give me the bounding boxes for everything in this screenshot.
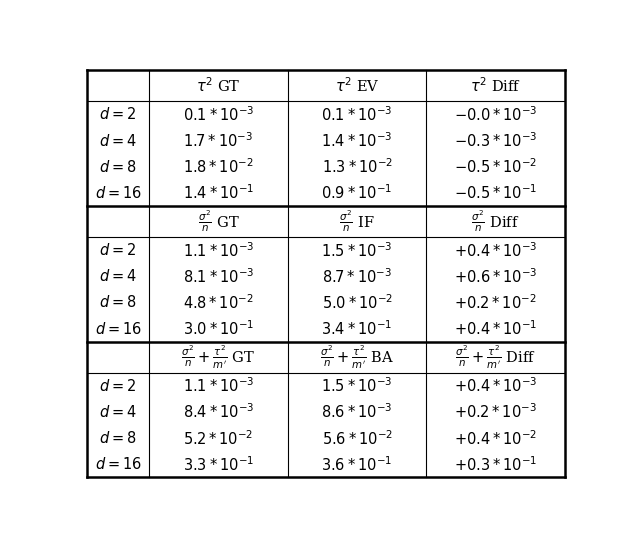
Text: $5.2*10^{-2}$: $5.2*10^{-2}$ [183,429,254,448]
Text: $d=2$: $d=2$ [99,378,137,394]
Text: $\frac{\sigma^2}{n}$ Diff: $\frac{\sigma^2}{n}$ Diff [471,209,520,234]
Text: $8.6*10^{-3}$: $8.6*10^{-3}$ [321,403,392,422]
Text: $-0.5*10^{-1}$: $-0.5*10^{-1}$ [454,183,537,202]
Text: $d=4$: $d=4$ [99,133,137,149]
Text: $1.7*10^{-3}$: $1.7*10^{-3}$ [183,131,253,150]
Text: $d=16$: $d=16$ [95,456,141,472]
Text: $+0.4*10^{-2}$: $+0.4*10^{-2}$ [454,429,537,448]
Text: $5.6*10^{-2}$: $5.6*10^{-2}$ [322,429,392,448]
Text: $1.1*10^{-3}$: $1.1*10^{-3}$ [183,241,254,260]
Text: $d=2$: $d=2$ [99,106,137,122]
Text: $d=4$: $d=4$ [99,404,137,420]
Text: $1.1*10^{-3}$: $1.1*10^{-3}$ [183,377,254,395]
Text: $d=8$: $d=8$ [99,159,137,175]
Text: $d=8$: $d=8$ [99,294,137,311]
Text: $+0.6*10^{-3}$: $+0.6*10^{-3}$ [454,267,537,286]
Text: $d=8$: $d=8$ [99,430,137,446]
Text: $1.4*10^{-1}$: $1.4*10^{-1}$ [183,183,254,202]
Text: $\frac{\sigma^2}{n}+\frac{\tau^2}{m'}$ GT: $\frac{\sigma^2}{n}+\frac{\tau^2}{m'}$ G… [181,344,256,371]
Text: $4.8*10^{-2}$: $4.8*10^{-2}$ [183,293,254,312]
Text: $d=4$: $d=4$ [99,268,137,285]
Text: $\frac{\sigma^2}{n}$ GT: $\frac{\sigma^2}{n}$ GT [198,209,239,234]
Text: $\tau^2$ EV: $\tau^2$ EV [335,76,379,95]
Text: $\frac{\sigma^2}{n}+\frac{\tau^2}{m'}$ Diff: $\frac{\sigma^2}{n}+\frac{\tau^2}{m'}$ D… [455,344,536,371]
Text: $5.0*10^{-2}$: $5.0*10^{-2}$ [322,293,392,312]
Text: $d=2$: $d=2$ [99,242,137,258]
Text: $\tau^2$ Diff: $\tau^2$ Diff [470,76,522,95]
Text: $\frac{\sigma^2}{n}+\frac{\tau^2}{m'}$ BA: $\frac{\sigma^2}{n}+\frac{\tau^2}{m'}$ B… [320,344,394,371]
Text: $1.5*10^{-3}$: $1.5*10^{-3}$ [321,241,392,260]
Text: $8.7*10^{-3}$: $8.7*10^{-3}$ [322,267,392,286]
Text: $-0.5*10^{-2}$: $-0.5*10^{-2}$ [454,157,537,176]
Text: $+0.2*10^{-3}$: $+0.2*10^{-3}$ [454,403,537,422]
Text: $1.8*10^{-2}$: $1.8*10^{-2}$ [183,157,254,176]
Text: $0.1*10^{-3}$: $0.1*10^{-3}$ [321,105,392,124]
Text: $+0.4*10^{-3}$: $+0.4*10^{-3}$ [454,241,537,260]
Text: $\tau^2$ GT: $\tau^2$ GT [196,76,240,95]
Text: $8.4*10^{-3}$: $8.4*10^{-3}$ [183,403,254,422]
Text: $8.1*10^{-3}$: $8.1*10^{-3}$ [183,267,254,286]
Text: $0.1*10^{-3}$: $0.1*10^{-3}$ [183,105,254,124]
Text: $+0.4*10^{-1}$: $+0.4*10^{-1}$ [454,319,537,338]
Text: $\frac{\sigma^2}{n}$ IF: $\frac{\sigma^2}{n}$ IF [339,209,375,234]
Text: $d=16$: $d=16$ [95,185,141,201]
Text: $+0.2*10^{-2}$: $+0.2*10^{-2}$ [455,293,537,312]
Text: $+0.4*10^{-3}$: $+0.4*10^{-3}$ [454,377,537,395]
Text: $3.0*10^{-1}$: $3.0*10^{-1}$ [183,319,254,338]
Text: $3.4*10^{-1}$: $3.4*10^{-1}$ [321,319,392,338]
Text: $1.3*10^{-2}$: $1.3*10^{-2}$ [322,157,392,176]
Text: $3.6*10^{-1}$: $3.6*10^{-1}$ [321,455,392,474]
Text: $3.3*10^{-1}$: $3.3*10^{-1}$ [183,455,254,474]
Text: $-0.3*10^{-3}$: $-0.3*10^{-3}$ [454,131,537,150]
Text: $1.5*10^{-3}$: $1.5*10^{-3}$ [321,377,392,395]
Text: $1.4*10^{-3}$: $1.4*10^{-3}$ [321,131,392,150]
Text: $+0.3*10^{-1}$: $+0.3*10^{-1}$ [454,455,537,474]
Text: $0.9*10^{-1}$: $0.9*10^{-1}$ [321,183,392,202]
Text: $-0.0*10^{-3}$: $-0.0*10^{-3}$ [454,105,537,124]
Text: $d=16$: $d=16$ [95,320,141,337]
